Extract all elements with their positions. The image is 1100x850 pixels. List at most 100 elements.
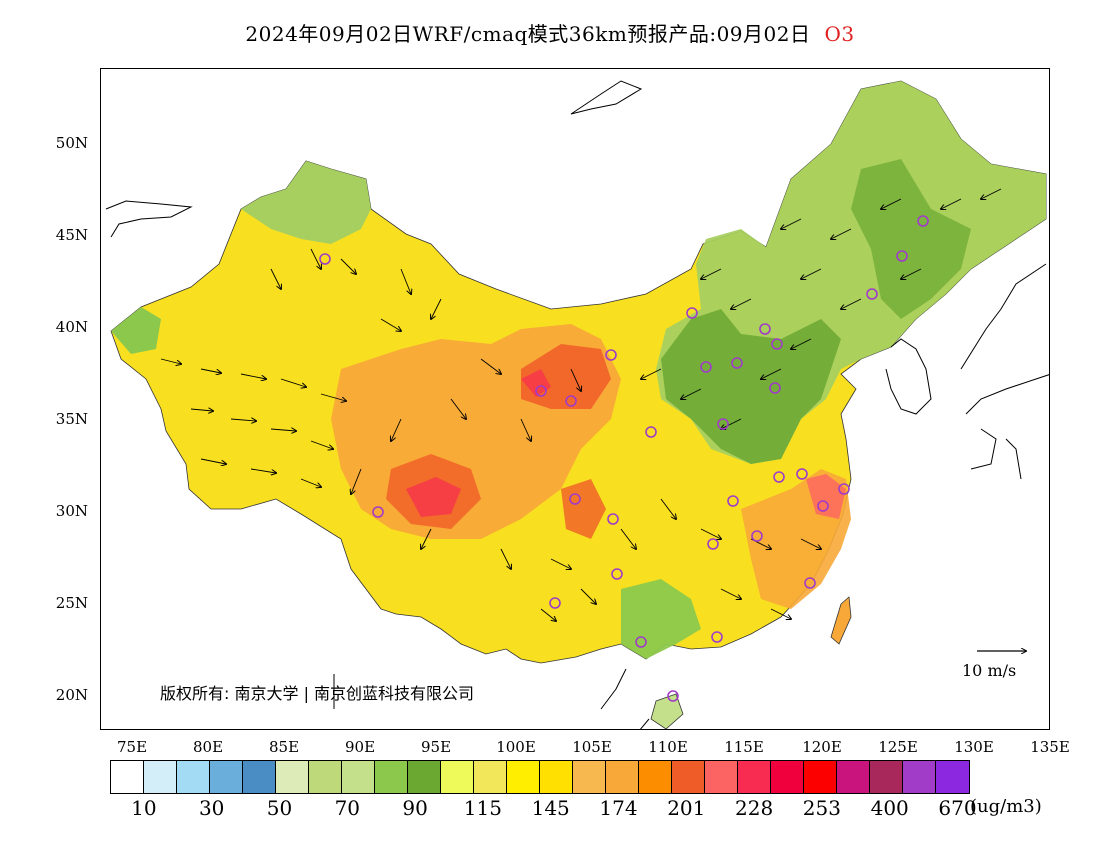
taiwan-island [830, 596, 852, 645]
station-marker [751, 530, 763, 542]
station-marker [796, 468, 808, 480]
legend-swatch [474, 761, 507, 793]
lon-label: 120E [802, 738, 842, 756]
station-marker [700, 361, 712, 373]
korea-coastline [885, 338, 932, 415]
lat-label: 30N [55, 502, 88, 520]
legend-swatch [441, 761, 474, 793]
legend-swatch [573, 761, 606, 793]
legend-swatch [639, 761, 672, 793]
legend-tick-label: 253 [802, 796, 841, 820]
legend-swatch [243, 761, 276, 793]
color-legend [110, 760, 970, 794]
legend-swatch [276, 761, 309, 793]
legend-tick-label: 90 [402, 796, 428, 820]
station-marker [838, 483, 850, 495]
lon-label: 115E [724, 738, 764, 756]
legend-tick-label: 400 [870, 796, 909, 820]
legend-swatch [210, 761, 243, 793]
station-marker [771, 338, 783, 350]
station-marker [319, 253, 331, 265]
title-main: 2024年09月02日WRF/cmaq模式36km预报产品:09月02日 [245, 22, 811, 46]
loess-high-zone [521, 344, 611, 409]
map-frame [100, 68, 1050, 730]
lon-label: 125E [878, 738, 918, 756]
legend-tick-label: 30 [198, 796, 225, 820]
legend-swatch [111, 761, 144, 793]
legend-tick-label: 50 [266, 796, 293, 820]
legend-unit: (ug/m3) [970, 796, 1042, 817]
station-marker [759, 323, 771, 335]
station-marker [667, 690, 679, 702]
species-label: O3 [824, 22, 855, 46]
station-marker [605, 349, 617, 361]
lon-label: 85E [268, 738, 300, 756]
wind-scale-label: 10 m/s [962, 661, 1017, 680]
northeast-dark [851, 159, 971, 319]
station-marker [645, 426, 657, 438]
lat-label: 45N [55, 226, 88, 244]
lon-label: 110E [648, 738, 688, 756]
legend-swatch [804, 761, 837, 793]
station-marker [896, 250, 908, 262]
lat-label: 25N [55, 594, 88, 612]
legend-swatch [903, 761, 936, 793]
station-marker [727, 495, 739, 507]
hainan-island [650, 693, 684, 729]
station-marker [635, 636, 647, 648]
legend-swatch [507, 761, 540, 793]
legend-swatch [342, 761, 375, 793]
legend-tick-label: 70 [334, 796, 361, 820]
station-marker [717, 418, 729, 430]
station-marker [372, 506, 384, 518]
station-marker [549, 597, 561, 609]
station-marker [866, 288, 878, 300]
legend-swatch [672, 761, 705, 793]
lon-label: 95E [420, 738, 452, 756]
o3-concentration-map [105, 80, 1049, 729]
station-marker [711, 631, 723, 643]
legend-swatch [375, 761, 408, 793]
lat-label: 50N [55, 134, 88, 152]
legend-swatch [837, 761, 870, 793]
lat-label: 40N [55, 318, 88, 336]
lat-label: 20N [55, 686, 88, 704]
legend-swatch [408, 761, 441, 793]
legend-tick-label: 174 [599, 796, 638, 820]
caspian-coastline [105, 200, 193, 238]
station-marker [773, 471, 785, 483]
chart-title: 2024年09月02日WRF/cmaq模式36km预报产品:09月02日 O3 [0, 18, 1100, 47]
station-marker [707, 538, 719, 550]
lon-label: 105E [572, 738, 612, 756]
legend-swatch [771, 761, 804, 793]
station-marker [569, 493, 581, 505]
legend-swatch [177, 761, 210, 793]
kashgar-green-zone [111, 307, 161, 354]
station-marker [535, 385, 547, 397]
lon-label: 90E [344, 738, 376, 756]
station-markers [319, 215, 929, 702]
southwest-green-zone [621, 579, 701, 659]
loess-peak-zone [521, 369, 551, 397]
station-marker [686, 307, 698, 319]
legend-swatch [705, 761, 738, 793]
junggar-green-zone [241, 161, 371, 244]
legend-tick-label: 145 [531, 796, 570, 820]
lon-label: 135E [1030, 738, 1070, 756]
legend-tick-label: 10 [131, 796, 157, 820]
legend-swatch [144, 761, 177, 793]
station-marker [607, 513, 619, 525]
russia-coastline [570, 80, 1047, 370]
legend-swatch [606, 761, 639, 793]
japan-coastline [965, 374, 1049, 480]
legend-swatch [540, 761, 573, 793]
station-marker [917, 215, 929, 227]
lon-label: 80E [192, 738, 224, 756]
station-marker [769, 382, 781, 394]
lon-label: 75E [116, 738, 148, 756]
legend-tick-label: 115 [463, 796, 502, 820]
tibet-peak-zone [406, 477, 461, 517]
indochina-coastline [600, 668, 650, 729]
legend-swatch [870, 761, 903, 793]
legend-swatch [309, 761, 342, 793]
